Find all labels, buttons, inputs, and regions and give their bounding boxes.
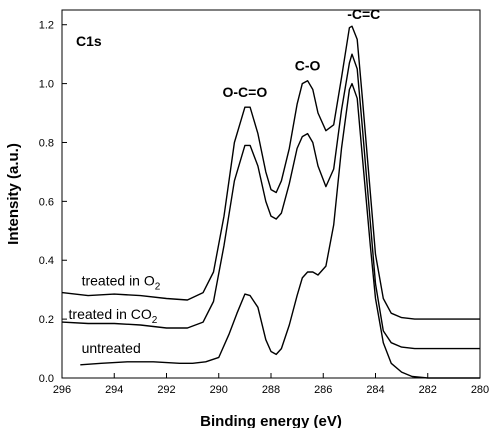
x-tick-label: 288 (262, 384, 280, 396)
series-label-subscript: 2 (152, 315, 158, 326)
series-line-2 (80, 82, 480, 379)
x-tick-label: 286 (314, 384, 332, 396)
x-tick-label: 280 (471, 384, 489, 396)
y-tick-label: 1.2 (39, 20, 54, 32)
plot-frame (61, 9, 481, 379)
y-tick-label: 0.2 (39, 314, 54, 326)
series-layer (61, 25, 480, 379)
panel-label: C1s (76, 33, 102, 49)
x-tick-label: 284 (366, 384, 384, 396)
peak-annotation: O-C=O (223, 84, 268, 100)
series-line-0 (61, 25, 480, 320)
x-tick-label: 290 (210, 384, 228, 396)
series-label-text: treated in O (82, 272, 155, 288)
y-axis-label: Intensity (a.u.) (5, 143, 22, 245)
y-tick-label: 0.6 (39, 196, 54, 208)
peak-annotation: -C=C (347, 6, 380, 22)
series-label-text: untreated (82, 340, 141, 356)
tick-layer: 296 294 292 290 288 286 284 282 280 0.0 0.2 0.4 0.6 0… (39, 20, 489, 396)
x-tick-label: 292 (157, 384, 175, 396)
series-label: treated in O2 (82, 272, 161, 292)
y-tick-label: 0.4 (39, 255, 54, 267)
series-label-subscript: 2 (155, 281, 161, 292)
series-line-1 (61, 53, 480, 350)
series-label-text: treated in CO (69, 306, 152, 322)
y-tick-label: 1.0 (39, 79, 54, 91)
peak-annotation: C-O (295, 57, 321, 73)
series-label: treated in CO2 (69, 306, 158, 326)
x-tick-label: 282 (419, 384, 437, 396)
y-tick-label: 0.0 (39, 373, 54, 385)
series-label: untreated (82, 340, 141, 356)
x-tick-label: 296 (53, 384, 71, 396)
x-axis-label: Binding energy (eV) (200, 413, 342, 428)
x-tick-label: 294 (105, 384, 123, 396)
y-tick-label: 0.8 (39, 137, 54, 149)
